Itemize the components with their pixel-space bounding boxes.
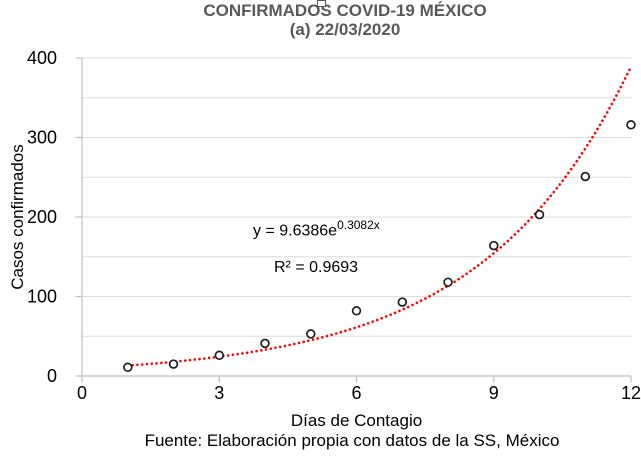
selection-handle[interactable]: [317, 0, 326, 7]
y-tick-label: 400: [27, 48, 57, 68]
y-tick-label: 0: [47, 366, 57, 386]
x-tick-label: 0: [77, 383, 87, 403]
data-point-marker[interactable]: [534, 209, 545, 220]
data-point-marker[interactable]: [260, 338, 270, 349]
data-point-marker[interactable]: [168, 359, 179, 369]
y-tick-label: 200: [27, 207, 57, 227]
data-point-marker[interactable]: [397, 297, 408, 307]
chart-title[interactable]: CONFIRMADOS COVID-19 MÉXICO (a) 22/03/20…: [50, 1, 640, 39]
r-squared-label[interactable]: R² = 0.9693: [274, 259, 359, 276]
y-tick-label: 300: [27, 128, 57, 148]
equation-base: y = 9.6386e: [253, 222, 338, 240]
x-tick-label: 12: [621, 383, 641, 403]
x-tick-label: 3: [214, 383, 224, 403]
trendline-equation[interactable]: y = 9.6386e0.3082x: [253, 218, 380, 240]
data-point-marker[interactable]: [306, 329, 316, 339]
data-point-marker[interactable]: [443, 277, 453, 287]
chart-title-line2: (a) 22/03/2020: [289, 20, 401, 39]
x-tick-label: 6: [351, 383, 361, 403]
data-point-marker[interactable]: [214, 350, 225, 361]
data-point-marker[interactable]: [580, 171, 591, 182]
x-tick-label: 9: [489, 383, 499, 403]
data-point-marker[interactable]: [351, 306, 362, 316]
source-note[interactable]: Fuente: Elaboración propia con datos de …: [144, 431, 560, 450]
y-tick-label: 100: [27, 287, 57, 307]
x-axis-title[interactable]: Días de Contagio: [290, 411, 423, 430]
chart-title-line1: CONFIRMADOS COVID-19 MÉXICO: [203, 1, 487, 20]
trendline[interactable]: [126, 65, 633, 367]
data-point-marker[interactable]: [123, 362, 133, 373]
equation-exponent: 0.3082x: [337, 218, 380, 232]
data-point-marker[interactable]: [489, 240, 499, 251]
data-point-marker[interactable]: [626, 120, 636, 130]
y-axis-title[interactable]: Casos confirmados: [8, 144, 27, 290]
